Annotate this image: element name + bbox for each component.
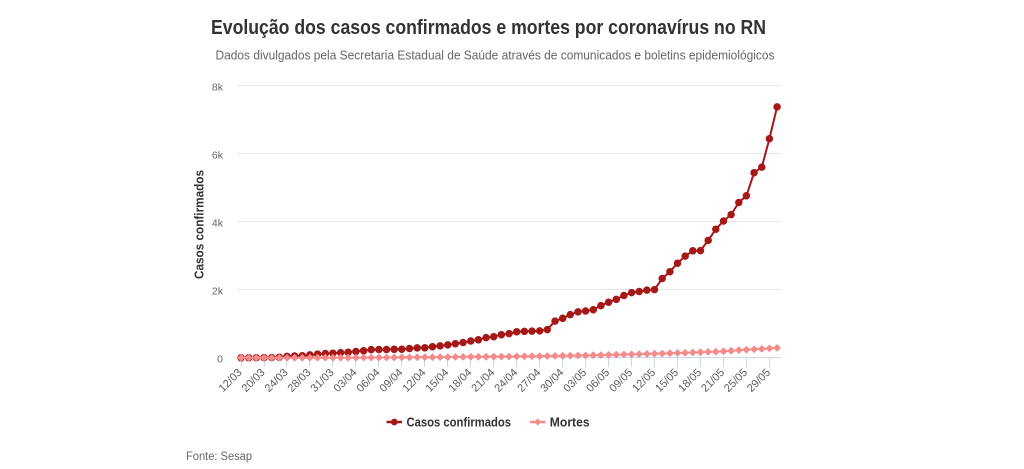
svg-text:8k: 8k: [212, 81, 224, 93]
svg-text:Mortes: Mortes: [550, 416, 590, 430]
svg-text:2k: 2k: [212, 285, 224, 297]
svg-text:Evolução dos casos confirmados: Evolução dos casos confirmados e mortes …: [211, 16, 766, 39]
svg-text:4k: 4k: [212, 217, 224, 229]
svg-text:Casos confirmados: Casos confirmados: [407, 416, 512, 430]
svg-text:Dados divulgados pela Secretar: Dados divulgados pela Secretaria Estadua…: [216, 48, 775, 63]
svg-text:6k: 6k: [212, 149, 224, 161]
svg-text:Fonte: Sesap: Fonte: Sesap: [186, 451, 252, 463]
svg-text:Casos confirmados: Casos confirmados: [192, 170, 207, 279]
svg-text:0: 0: [217, 354, 223, 366]
